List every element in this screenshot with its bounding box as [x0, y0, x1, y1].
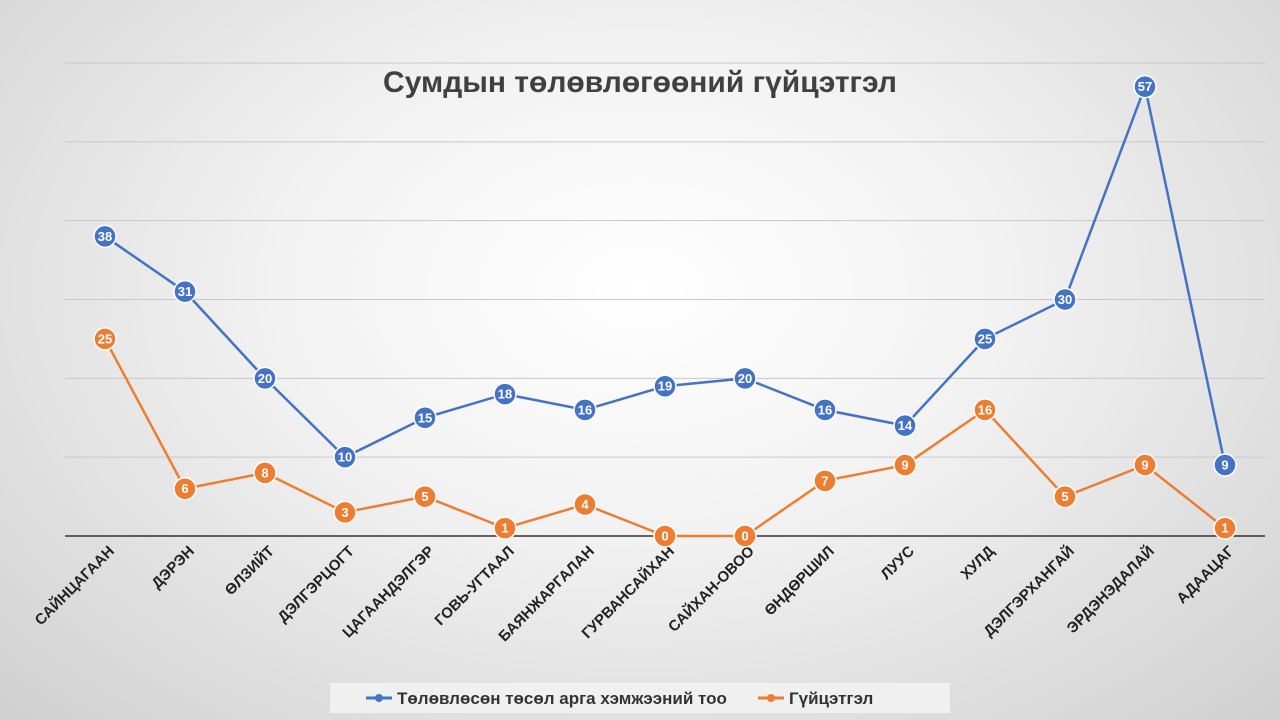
data-label: 9: [1221, 458, 1228, 473]
data-label: 14: [898, 418, 913, 433]
category-label: ЭРДЭНЭДАЛАЙ: [1063, 542, 1158, 637]
data-point: [813, 469, 837, 493]
data-label: 18: [498, 387, 512, 402]
data-point: [573, 492, 597, 517]
data-point: [1213, 453, 1237, 477]
data-point: [333, 445, 357, 469]
data-point: [813, 398, 837, 422]
data-point: [413, 406, 437, 430]
data-label: 9: [901, 458, 908, 473]
data-label: 3: [341, 505, 348, 520]
data-point: [1053, 287, 1077, 312]
data-label: 5: [1061, 489, 1068, 504]
data-label: 16: [978, 402, 992, 417]
data-point: [253, 461, 277, 485]
data-point: [653, 524, 677, 548]
data-point: [733, 366, 757, 391]
legend: Төлөвлөсөн төсөл арга хэмжээний тоо Гүйц…: [330, 683, 950, 713]
data-point: [93, 224, 117, 249]
data-point: [173, 279, 197, 304]
data-point: [493, 516, 517, 540]
data-point: [173, 476, 197, 501]
data-label: 1: [501, 521, 508, 536]
data-label: 0: [661, 529, 668, 544]
legend-marker-actual: [767, 694, 775, 702]
data-point: [1133, 74, 1157, 99]
category-label: ӨНДӨРШИЛ: [761, 543, 838, 620]
data-point: [893, 413, 917, 438]
category-label: ЛУУС: [878, 543, 918, 583]
data-point: [733, 524, 757, 548]
category-label: ДЭЛГЭРЦОГТ: [275, 543, 358, 626]
data-label: 9: [1141, 458, 1148, 473]
x-axis-labels: САЙНЦАГААН ДЭРЭН ӨЛЗИЙТДЭЛГЭРЦОГТЦАГААНДЭЛ…: [31, 542, 1238, 645]
data-label: 25: [978, 331, 992, 346]
data-point: [1213, 516, 1237, 540]
data-point: [973, 327, 997, 351]
legend-label-actual: Гүйцэтгэл: [789, 689, 873, 708]
gridlines: [65, 62, 1265, 537]
data-label: 16: [578, 402, 592, 417]
category-label: ДЭРЭН: [148, 543, 197, 592]
data-label: 30: [1058, 292, 1072, 307]
data-label: 7: [821, 473, 828, 488]
data-label: 16: [818, 402, 832, 417]
data-point: [973, 398, 997, 422]
legend-label-planned: Төлөвлөсөн төсөл арга хэмжээний тоо: [397, 689, 727, 708]
data-label: 38: [98, 229, 112, 244]
data-point: [493, 382, 517, 406]
legend-box: [330, 683, 950, 713]
data-point: [413, 484, 437, 509]
data-point: [1053, 484, 1077, 509]
data-point: [93, 327, 117, 351]
data-label: 4: [581, 497, 589, 512]
data-label: 31: [178, 284, 192, 299]
data-label: 5: [421, 489, 428, 504]
data-point: [1133, 453, 1157, 477]
series-line: [104, 82, 1227, 466]
data-label: 10: [338, 450, 352, 465]
category-label: ӨЛЗИЙТ: [221, 542, 278, 599]
category-label: ХУЛД: [958, 543, 999, 584]
legend-marker-planned: [375, 694, 383, 702]
data-label: 1: [1221, 521, 1228, 536]
data-point: [253, 366, 277, 391]
data-label: 20: [258, 371, 272, 386]
data-point: [573, 398, 597, 422]
category-label: ГОВЬ-УГТААЛ: [432, 543, 518, 629]
chart-title: Сумдын төлөвлөгөөний гүйцэтгэл: [383, 66, 897, 99]
series-0: 38 31 20 10 15 18 16 19 20 16 14 25 30 57 9: [93, 74, 1237, 477]
data-label: 15: [418, 410, 432, 425]
category-label: САЙХАН-ОВОО: [664, 542, 758, 636]
data-label: 6: [181, 481, 188, 496]
category-label: АДААЦАГ: [1173, 542, 1238, 607]
data-point: [653, 374, 677, 398]
data-point: [333, 500, 357, 525]
series-line: [103, 338, 1226, 538]
data-label: 57: [1138, 79, 1152, 94]
data-label: 0: [741, 529, 748, 544]
data-label: 25: [98, 331, 112, 346]
data-label: 19: [658, 379, 672, 394]
data-label: 8: [261, 465, 268, 480]
data-point: [893, 453, 917, 477]
data-label: 20: [738, 371, 752, 386]
category-label: САЙНЦАГААН: [31, 542, 118, 629]
